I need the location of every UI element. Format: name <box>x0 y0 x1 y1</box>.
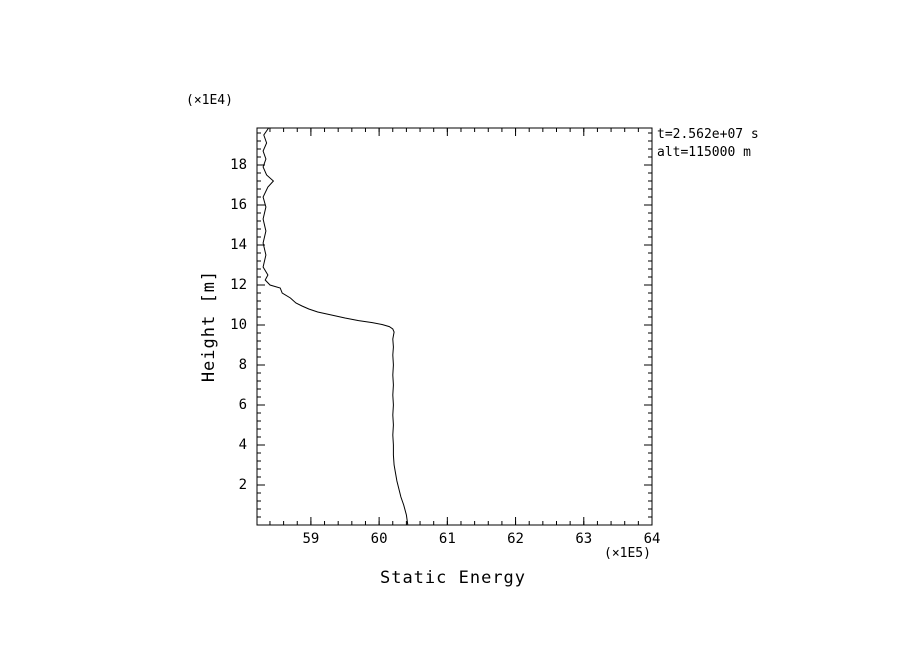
y-tick-label: 16 <box>230 197 247 213</box>
y-tick-label: 8 <box>238 357 247 373</box>
x-tick-label: 60 <box>370 531 388 547</box>
x-tick-label: 59 <box>302 531 320 547</box>
x-tick-label: 63 <box>575 531 593 547</box>
y-tick-label: 4 <box>238 437 247 453</box>
annotation-time: t=2.562e+07 s <box>657 127 759 142</box>
y-axis-title: Height [m] <box>199 269 219 383</box>
x-tick-label: 64 <box>643 531 661 547</box>
y-tick-label: 6 <box>238 397 247 413</box>
y-tick-label: 2 <box>238 477 247 493</box>
plot-frame <box>256 127 653 526</box>
y-tick-label: 18 <box>230 157 247 173</box>
y-tick-label: 14 <box>230 237 247 253</box>
data-line-static-energy-profile <box>262 127 409 526</box>
x-tick-label: 62 <box>507 531 524 547</box>
y-tick-label: 10 <box>230 317 247 333</box>
y-axis-scale-note: (×1E4) <box>186 93 233 108</box>
x-axis-title: Static Energy <box>379 568 527 588</box>
x-axis-scale-note: (×1E5) <box>604 546 651 561</box>
annotation-altitude: alt=115000 m <box>657 145 751 160</box>
x-tick-label: 61 <box>438 531 456 547</box>
y-tick-label: 12 <box>230 277 247 293</box>
